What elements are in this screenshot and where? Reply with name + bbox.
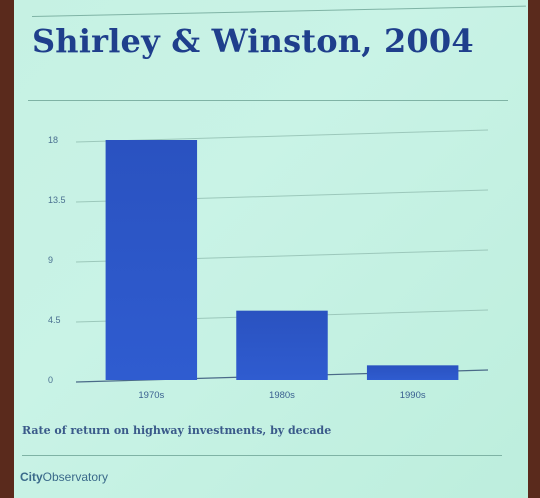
x-tick-label: 1980s bbox=[269, 390, 295, 401]
bars bbox=[105, 140, 459, 380]
title-underline bbox=[28, 100, 508, 101]
footer-logo: CityObservatory bbox=[20, 470, 108, 484]
y-tick-label: 0 bbox=[48, 375, 53, 385]
footer-brand: City bbox=[20, 470, 43, 484]
chart-caption: Rate of return on highway investments, b… bbox=[22, 424, 332, 437]
x-tick-label: 1990s bbox=[400, 390, 426, 401]
y-axis-ticks: 0 4.5 9 13.5 18 bbox=[48, 135, 66, 385]
y-tick-label: 4.5 bbox=[48, 315, 61, 325]
y-tick-label: 18 bbox=[48, 135, 58, 145]
bar-1970s bbox=[105, 140, 198, 380]
x-axis-labels: 1970s 1980s 1990s bbox=[138, 390, 425, 401]
slide: Shirley & Winston, 2004 0 4.5 9 13.5 18 1970… bbox=[14, 0, 528, 498]
y-tick-label: 9 bbox=[48, 255, 53, 265]
bar-1980s bbox=[236, 310, 328, 380]
slide-title: Shirley & Winston, 2004 bbox=[32, 22, 474, 60]
y-tick-label: 13.5 bbox=[48, 195, 66, 205]
bar-chart: 0 4.5 9 13.5 18 1970s 1980s 1990s bbox=[48, 129, 489, 401]
caption-rule bbox=[22, 455, 502, 456]
bar-1990s bbox=[366, 365, 459, 380]
x-tick-label: 1970s bbox=[138, 390, 164, 401]
footer-brand-rest: Observatory bbox=[42, 470, 109, 484]
